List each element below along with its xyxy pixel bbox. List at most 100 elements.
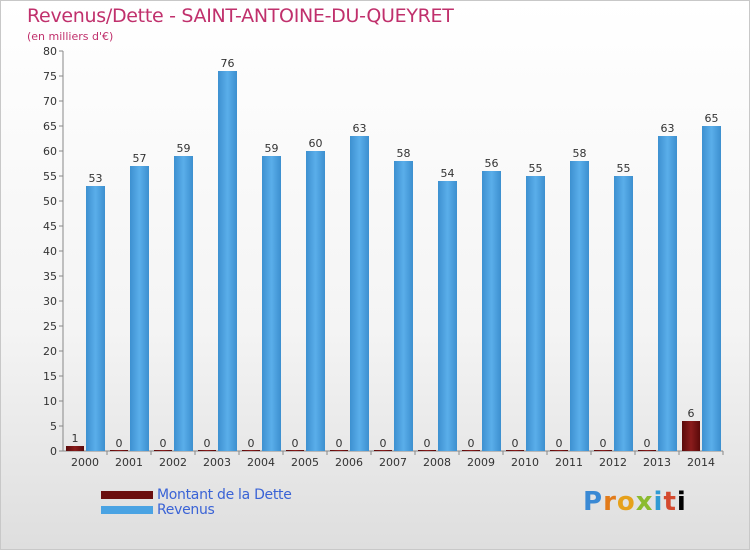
x-tick-label: 2005	[291, 456, 319, 469]
data-label-dette-2013: 0	[644, 437, 651, 450]
bar-dette-2003	[198, 450, 216, 451]
data-label-dette-2010: 0	[512, 437, 519, 450]
y-tick-label: 65	[43, 120, 57, 133]
x-tick-label: 2008	[423, 456, 451, 469]
y-tick-label: 50	[43, 195, 57, 208]
bar-dette-2008	[418, 450, 436, 451]
data-label-revenus-2011: 58	[573, 147, 587, 160]
bar-revenus-2003	[218, 71, 237, 451]
legend-item-revenus: Revenus	[101, 502, 292, 518]
bar-revenus-2006	[350, 136, 369, 451]
bar-dette-2004	[242, 450, 260, 451]
y-tick-label: 60	[43, 145, 57, 158]
data-label-dette-2002: 0	[160, 437, 167, 450]
bar-revenus-2011	[570, 161, 589, 451]
legend-swatch-revenus	[101, 505, 153, 514]
x-tick-label: 2010	[511, 456, 539, 469]
bar-revenus-2004	[262, 156, 281, 451]
y-tick-label: 0	[50, 445, 57, 458]
y-tick-label: 30	[43, 295, 57, 308]
y-tick-label: 55	[43, 170, 57, 183]
y-tick-label: 5	[50, 420, 57, 433]
legend-label-dette: Montant de la Dette	[157, 486, 292, 503]
data-label-revenus-2013: 63	[661, 122, 675, 135]
bar-revenus-2001	[130, 166, 149, 451]
data-label-revenus-2014: 65	[705, 112, 719, 125]
bar-revenus-2007	[394, 161, 413, 451]
bar-dette-2001	[110, 450, 128, 451]
chart-title: Revenus/Dette - SAINT-ANTOINE-DU-QUEYRET	[27, 5, 454, 27]
data-label-dette-2000: 1	[72, 432, 79, 445]
bar-dette-2005	[286, 450, 304, 451]
x-tick-label: 2014	[687, 456, 715, 469]
x-tick-label: 2004	[247, 456, 275, 469]
legend: Montant de la Dette Revenus	[101, 486, 292, 518]
bar-dette-2002	[154, 450, 172, 451]
data-label-revenus-2001: 57	[133, 152, 147, 165]
data-label-dette-2005: 0	[292, 437, 299, 450]
bar-dette-2014	[682, 421, 700, 451]
y-tick-label: 70	[43, 95, 57, 108]
x-tick-label: 2002	[159, 456, 187, 469]
data-label-dette-2006: 0	[336, 437, 343, 450]
x-tick-label: 2006	[335, 456, 363, 469]
data-label-revenus-2004: 59	[265, 142, 279, 155]
data-label-revenus-2006: 63	[353, 122, 367, 135]
bar-revenus-2002	[174, 156, 193, 451]
data-label-revenus-2010: 55	[529, 162, 543, 175]
bar-dette-2007	[374, 450, 392, 451]
x-tick-label: 2003	[203, 456, 231, 469]
x-tick-label: 2001	[115, 456, 143, 469]
proxiti-logo: Proxiti	[583, 487, 687, 517]
y-tick-label: 80	[43, 45, 57, 58]
bar-revenus-2013	[658, 136, 677, 451]
bar-revenus-2010	[526, 176, 545, 451]
data-label-dette-2004: 0	[248, 437, 255, 450]
bar-revenus-2005	[306, 151, 325, 451]
y-tick-label: 25	[43, 320, 57, 333]
x-tick-label: 2013	[643, 456, 671, 469]
bar-revenus-2000	[86, 186, 105, 451]
bar-dette-2011	[550, 450, 568, 451]
bar-dette-2000	[66, 446, 84, 451]
x-tick-label: 2012	[599, 456, 627, 469]
bar-revenus-2012	[614, 176, 633, 451]
bar-dette-2013	[638, 450, 656, 451]
data-label-dette-2008: 0	[424, 437, 431, 450]
bar-revenus-2009	[482, 171, 501, 451]
data-label-dette-2007: 0	[380, 437, 387, 450]
chart-subtitle: (en milliers d'€)	[27, 30, 114, 43]
bar-revenus-2014	[702, 126, 721, 451]
bar-dette-2006	[330, 450, 348, 451]
y-tick-label: 35	[43, 270, 57, 283]
y-tick-label: 40	[43, 245, 57, 258]
bar-dette-2012	[594, 450, 612, 451]
data-label-dette-2001: 0	[116, 437, 123, 450]
data-label-revenus-2005: 60	[309, 137, 323, 150]
data-label-revenus-2012: 55	[617, 162, 631, 175]
data-label-revenus-2007: 58	[397, 147, 411, 160]
data-label-revenus-2009: 56	[485, 157, 499, 170]
data-label-dette-2009: 0	[468, 437, 475, 450]
data-label-dette-2014: 6	[688, 407, 695, 420]
legend-item-dette: Montant de la Dette	[101, 486, 292, 503]
y-tick-label: 10	[43, 395, 57, 408]
data-label-dette-2003: 0	[204, 437, 211, 450]
bar-dette-2009	[462, 450, 480, 451]
legend-swatch-dette	[101, 490, 153, 499]
data-label-dette-2012: 0	[600, 437, 607, 450]
data-label-dette-2011: 0	[556, 437, 563, 450]
y-tick-label: 20	[43, 345, 57, 358]
y-tick-label: 45	[43, 220, 57, 233]
y-tick-label: 75	[43, 70, 57, 83]
data-label-revenus-2008: 54	[441, 167, 455, 180]
data-label-revenus-2002: 59	[177, 142, 191, 155]
x-tick-label: 2000	[71, 456, 99, 469]
x-tick-label: 2011	[555, 456, 583, 469]
data-label-revenus-2003: 76	[221, 57, 235, 70]
y-tick-label: 15	[43, 370, 57, 383]
bar-dette-2010	[506, 450, 524, 451]
data-label-revenus-2000: 53	[89, 172, 103, 185]
